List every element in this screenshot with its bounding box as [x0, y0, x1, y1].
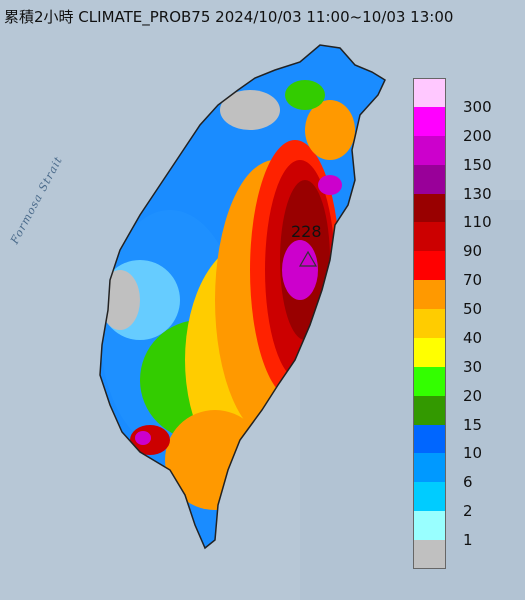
legend-label: 15: [463, 415, 483, 434]
legend-item: 110: [413, 193, 513, 231]
legend-item: 200: [413, 106, 513, 145]
legend-swatch: [413, 511, 446, 541]
legend-item: 15: [413, 395, 513, 434]
legend-item: 6: [413, 453, 513, 491]
legend-item: [413, 540, 513, 569]
legend-item: 300: [413, 78, 513, 116]
legend-swatch: [413, 251, 446, 281]
legend-label: 150: [463, 155, 492, 174]
legend-label: 40: [463, 328, 483, 347]
legend-label: 110: [463, 213, 492, 232]
legend-swatch: [413, 164, 446, 194]
legend-swatch: [413, 106, 446, 136]
legend-label: 300: [463, 97, 492, 116]
legend-swatch: [413, 193, 446, 223]
legend-item: 40: [413, 309, 513, 347]
legend-item: 20: [413, 366, 513, 405]
legend-swatch: [413, 135, 446, 165]
legend-item: 90: [413, 222, 513, 260]
legend-label: 6: [463, 473, 473, 492]
legend-swatch: [413, 395, 446, 425]
legend-label: 50: [463, 300, 483, 319]
legend-swatch: [413, 424, 446, 454]
legend-swatch: [413, 482, 446, 512]
legend-label: 1: [463, 531, 473, 550]
legend-label: 200: [463, 126, 492, 145]
legend-label: 90: [463, 242, 483, 261]
legend-swatch: [413, 337, 446, 367]
peak-value: 228: [291, 222, 322, 241]
legend-label: 70: [463, 271, 483, 290]
legend-item: 70: [413, 251, 513, 289]
legend-swatch: [413, 309, 446, 338]
legend-swatch: [413, 280, 446, 310]
legend-swatch: [413, 366, 446, 396]
map-title: 累積2小時 CLIMATE_PROB75 2024/10/03 11:00~10…: [4, 8, 454, 26]
legend-item: 10: [413, 424, 513, 462]
legend-item: 130: [413, 164, 513, 203]
legend-item: 30: [413, 337, 513, 376]
legend-swatch: [413, 78, 446, 107]
legend-item: 150: [413, 135, 513, 174]
legend-item: 50: [413, 280, 513, 318]
legend-swatch: [413, 540, 446, 569]
legend-label: 130: [463, 184, 492, 203]
legend-label: 2: [463, 502, 473, 521]
legend-item: 1: [413, 511, 513, 549]
legend-swatch: [413, 222, 446, 252]
legend-label: 30: [463, 357, 483, 376]
legend-label: 10: [463, 444, 483, 463]
legend-swatch: [413, 453, 446, 483]
legend-label: 20: [463, 386, 483, 405]
legend-item: 2: [413, 482, 513, 520]
